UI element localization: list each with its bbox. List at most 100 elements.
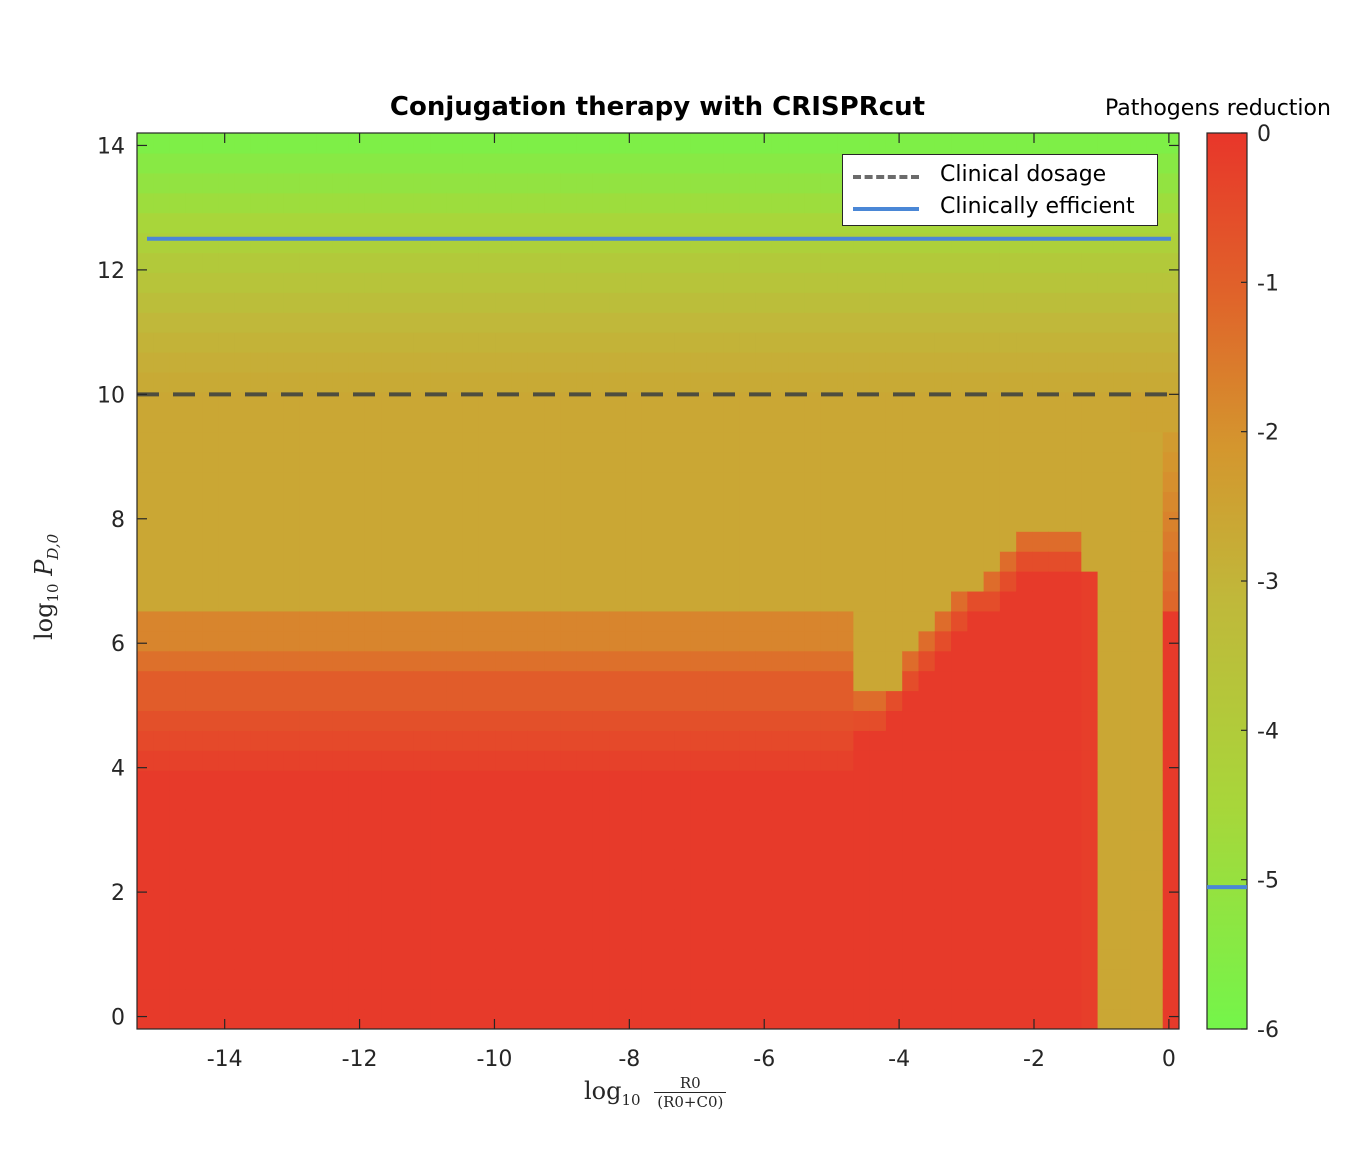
heatmap-cell bbox=[478, 471, 496, 492]
heatmap-cell bbox=[462, 889, 480, 911]
heatmap-cell bbox=[332, 232, 350, 254]
heatmap-cell bbox=[495, 710, 513, 731]
heatmap-cell bbox=[202, 272, 219, 293]
heatmap-cell bbox=[918, 610, 936, 632]
heatmap-cell bbox=[690, 352, 708, 373]
heatmap-cell bbox=[234, 750, 252, 771]
heatmap-cell bbox=[739, 272, 757, 293]
heatmap-cell bbox=[397, 650, 415, 672]
heatmap-cell bbox=[1146, 790, 1164, 811]
heatmap-cell bbox=[1146, 252, 1164, 273]
heatmap-cell bbox=[397, 929, 415, 950]
heatmap-cell bbox=[706, 332, 724, 353]
y-tick-label: 2 bbox=[111, 881, 125, 906]
heatmap-cell bbox=[511, 590, 529, 612]
heatmap-cell bbox=[1048, 889, 1066, 911]
heatmap-cell bbox=[999, 630, 1017, 652]
heatmap-cell bbox=[316, 352, 333, 373]
heatmap-cell bbox=[413, 730, 431, 751]
heatmap-cell bbox=[544, 610, 561, 632]
heatmap-cell bbox=[951, 531, 968, 552]
heatmap-cell bbox=[1032, 292, 1050, 313]
heatmap-cell bbox=[609, 650, 627, 672]
heatmap-cell bbox=[690, 949, 708, 970]
heatmap-cell bbox=[1032, 1009, 1050, 1029]
heatmap-cell bbox=[641, 909, 659, 931]
heatmap-cell bbox=[1146, 312, 1164, 333]
heatmap-cell bbox=[837, 411, 854, 433]
heatmap-cell bbox=[641, 212, 659, 234]
heatmap-cell bbox=[185, 1009, 203, 1029]
heatmap-cell bbox=[316, 431, 333, 453]
heatmap-cell bbox=[169, 491, 187, 512]
heatmap-cell bbox=[299, 551, 317, 572]
heatmap-cell bbox=[234, 690, 252, 712]
heatmap-cell bbox=[381, 431, 399, 453]
heatmap-cell bbox=[1162, 869, 1179, 891]
heatmap-cell bbox=[885, 352, 903, 373]
heatmap-cell bbox=[397, 949, 415, 970]
heatmap-cell bbox=[185, 431, 203, 453]
heatmap-cell bbox=[918, 770, 936, 791]
heatmap-cell bbox=[544, 630, 561, 652]
heatmap-cell bbox=[1081, 1009, 1099, 1029]
heatmap-cell bbox=[885, 730, 903, 751]
heatmap-cell bbox=[397, 152, 415, 174]
heatmap-cell bbox=[820, 352, 838, 373]
heatmap-cell bbox=[1048, 531, 1066, 552]
heatmap-cell bbox=[967, 989, 985, 1010]
heatmap-cell bbox=[771, 929, 789, 950]
heatmap-cell bbox=[983, 590, 1001, 612]
heatmap-cell bbox=[462, 332, 480, 353]
heatmap-cell bbox=[462, 391, 480, 413]
legend-label: Clinical dosage bbox=[940, 162, 1107, 187]
heatmap-cell bbox=[853, 352, 871, 373]
heatmap-cell bbox=[592, 312, 610, 333]
heatmap-cell bbox=[934, 889, 952, 911]
heatmap-cell bbox=[690, 172, 708, 194]
heatmap-cell bbox=[674, 172, 692, 194]
heatmap-cell bbox=[283, 670, 301, 692]
heatmap-cell bbox=[967, 710, 985, 731]
heatmap-cell bbox=[511, 650, 529, 672]
heatmap-cell bbox=[771, 750, 789, 771]
heatmap-cell bbox=[837, 431, 854, 453]
heatmap-cell bbox=[511, 411, 529, 433]
heatmap-cell bbox=[364, 371, 382, 393]
heatmap-cell bbox=[837, 770, 854, 791]
heatmap-cell bbox=[430, 371, 447, 393]
heatmap-cell bbox=[771, 571, 789, 592]
heatmap-cell bbox=[478, 909, 496, 931]
heatmap-cell bbox=[592, 172, 610, 194]
heatmap-cell bbox=[820, 371, 838, 393]
heatmap-cell bbox=[592, 889, 610, 911]
y-tick-label: 6 bbox=[111, 632, 125, 657]
heatmap-cell bbox=[544, 989, 561, 1010]
heatmap-cell bbox=[462, 371, 480, 393]
heatmap-cell bbox=[592, 849, 610, 871]
heatmap-cell bbox=[918, 292, 936, 313]
heatmap-cell bbox=[951, 670, 968, 692]
heatmap-cell bbox=[495, 551, 513, 572]
heatmap-cell bbox=[869, 292, 887, 313]
heatmap-cell bbox=[299, 212, 317, 234]
heatmap-cell bbox=[625, 630, 643, 652]
heatmap-cell bbox=[592, 909, 610, 931]
heatmap-cell bbox=[853, 551, 871, 572]
heatmap-cell bbox=[902, 133, 920, 154]
heatmap-cell bbox=[185, 630, 203, 652]
heatmap-cell bbox=[837, 332, 854, 353]
heatmap-cell bbox=[1146, 829, 1164, 851]
heatmap-cell bbox=[1048, 949, 1066, 970]
y-tick-label: 14 bbox=[97, 134, 125, 159]
heatmap-cell bbox=[234, 829, 252, 851]
heatmap-cell bbox=[202, 889, 219, 911]
heatmap-cell bbox=[153, 630, 171, 652]
heatmap-cell bbox=[446, 1009, 464, 1029]
heatmap-cell bbox=[430, 212, 447, 234]
heatmap-cell bbox=[316, 969, 333, 990]
heatmap-cell bbox=[332, 909, 350, 931]
heatmap-cell bbox=[788, 650, 806, 672]
heatmap-cell bbox=[397, 192, 415, 214]
